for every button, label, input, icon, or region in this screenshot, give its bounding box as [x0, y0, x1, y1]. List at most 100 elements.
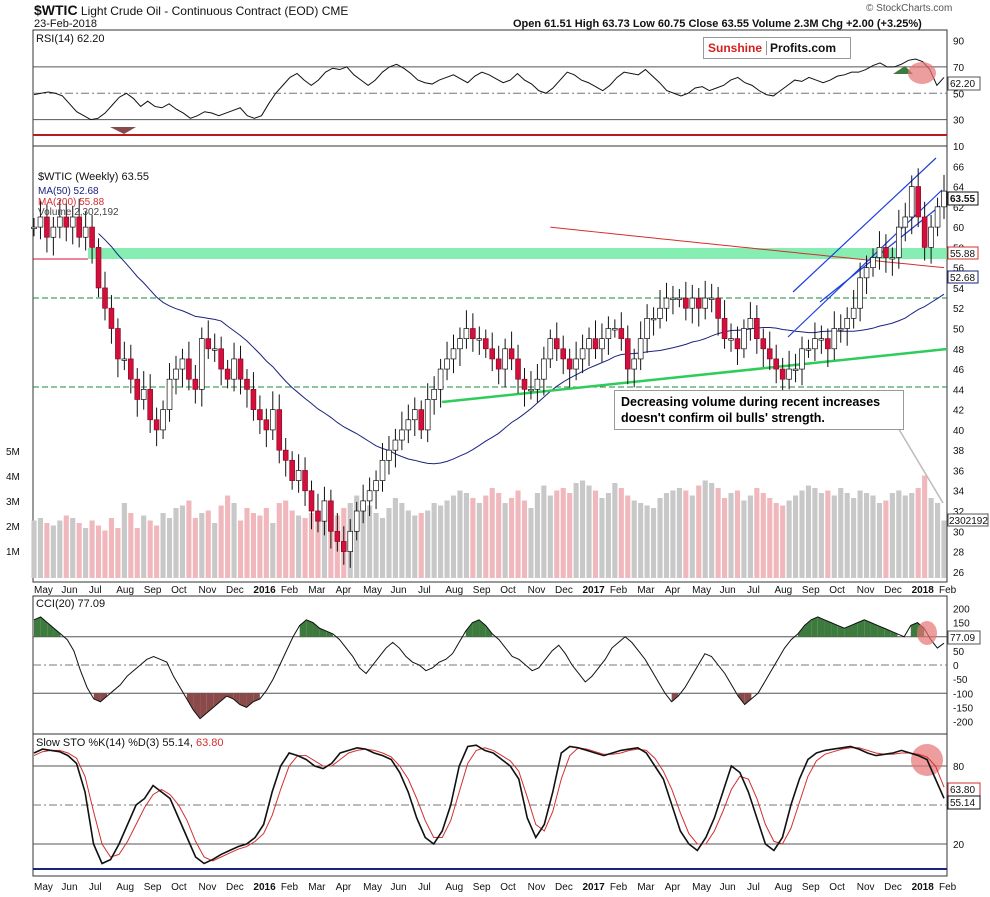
rsi-panel: RSI(14) 62.20 90 70 50 30 10 62.20	[32, 29, 981, 153]
candle-body	[186, 358, 192, 380]
candle-body	[825, 338, 831, 350]
volume-bar	[89, 520, 95, 578]
rsi-legend: RSI(14) 62.20	[36, 33, 104, 45]
candle-body	[728, 338, 734, 341]
volume-bar	[812, 488, 818, 578]
candle-body	[199, 338, 205, 390]
volume-bar	[663, 493, 670, 578]
x-tick-label: Jun	[61, 882, 77, 893]
volume-bar	[851, 498, 857, 578]
volume-tick-label: 4M	[6, 472, 20, 483]
candle-body	[908, 186, 915, 218]
rsi-oversold-fill	[110, 127, 136, 134]
volume-bar	[638, 503, 644, 578]
x-tick-label: Nov	[199, 585, 217, 596]
x-tick-label: Nov	[199, 882, 217, 893]
cci-overbought-fill	[851, 622, 858, 637]
cci-overbought-fill	[319, 628, 327, 637]
cci-tick-label: -200	[953, 718, 973, 729]
volume-tick-label: 3M	[6, 497, 20, 508]
candle-body	[883, 247, 889, 258]
candle-body	[76, 216, 82, 238]
candle-body	[786, 368, 792, 380]
volume-bar	[683, 490, 689, 578]
candle-body	[553, 338, 560, 350]
cci-oversold-fill	[233, 693, 240, 705]
volume-bar	[560, 488, 566, 578]
volume-bar	[108, 518, 115, 578]
candle-body	[308, 490, 315, 512]
candle-body	[211, 348, 218, 351]
volume-bar	[618, 488, 624, 578]
legend-price: $WTIC (Weekly) 63.55	[38, 171, 149, 183]
candle-body	[179, 358, 186, 370]
candle-body	[934, 206, 941, 228]
volume-bar	[83, 528, 89, 578]
volume-bar	[186, 500, 192, 578]
candle-body	[57, 216, 63, 228]
cci-overbought-fill	[312, 622, 320, 637]
cci-overbought-fill	[465, 622, 473, 637]
volume-bar	[941, 520, 947, 578]
volume-tick-label: 1M	[6, 547, 20, 558]
candle-body	[82, 226, 89, 238]
candle-body	[270, 409, 276, 431]
cci-oversold-fill	[219, 693, 227, 702]
x-axis-labels-top: May Jun Jul Aug Sep Oct Nov Dec 2016 Feb Mar Apr May…	[34, 585, 957, 596]
volume-bar	[166, 518, 173, 578]
volume-bar	[509, 498, 515, 578]
x-tick-label: Sep	[144, 585, 162, 596]
rsi-tick-label: 70	[953, 63, 965, 74]
rsi-overbought-fill	[893, 66, 913, 74]
candle-body	[489, 348, 496, 360]
x-tick-label: Mar	[637, 585, 655, 596]
x-tick-label: Apr	[336, 882, 352, 893]
volume-bar	[754, 488, 760, 578]
x-tick-label: Dec	[884, 585, 902, 596]
sto-legend-text: Slow STO %K(14) %D(3)	[36, 737, 162, 749]
candle-body	[69, 216, 76, 228]
volume-bar	[386, 508, 392, 578]
volume-bar	[463, 493, 469, 578]
resistance-zone	[88, 248, 947, 259]
candle-body	[424, 399, 431, 431]
candle-body	[147, 388, 153, 421]
volume-bar	[283, 500, 289, 578]
price-tick-label: 30	[953, 527, 965, 538]
candle-body	[173, 368, 179, 380]
volume-bar	[612, 483, 618, 578]
candle-body	[321, 500, 328, 522]
volume-bar	[431, 503, 437, 578]
logo-part2: Profits.com	[770, 41, 837, 55]
cci-oversold-fill	[239, 693, 247, 708]
x-tick-label: Oct	[500, 585, 516, 596]
cci-oversold-fill	[206, 693, 214, 714]
cci-overbought-fill	[472, 619, 480, 637]
candle-body	[902, 216, 909, 228]
x-tick-label: 2016	[253, 585, 276, 596]
cci-line	[33, 616, 945, 720]
ma50-line	[98, 233, 945, 465]
volume-bar	[644, 505, 650, 578]
price-tick-label: 38	[953, 446, 965, 457]
x-tick-label: Jul	[89, 882, 102, 893]
x-tick-label: Feb	[281, 882, 299, 893]
volume-bar	[379, 518, 386, 578]
x-tick-label: 2017	[582, 585, 605, 596]
volume-bar	[412, 515, 418, 578]
x-tick-label: Apr	[336, 585, 352, 596]
price-tick-label: 62	[953, 203, 965, 214]
cci-legend: CCI(20) 77.09	[36, 598, 105, 610]
last-price-label: 63.55	[950, 194, 975, 205]
cci-tick-label: -50	[953, 675, 968, 686]
x-tick-label: Jun	[391, 882, 407, 893]
volume-bar	[392, 498, 398, 578]
cci-overbought-fill	[34, 616, 41, 637]
volume-bar	[825, 490, 831, 578]
volume-bar	[651, 508, 657, 578]
rsi-axis: 90 70 50 30 10	[953, 37, 965, 153]
x-tick-label: Feb	[610, 585, 628, 596]
symbol: $WTIC	[34, 2, 78, 18]
candle-body	[870, 257, 876, 269]
candle-body	[915, 186, 921, 218]
